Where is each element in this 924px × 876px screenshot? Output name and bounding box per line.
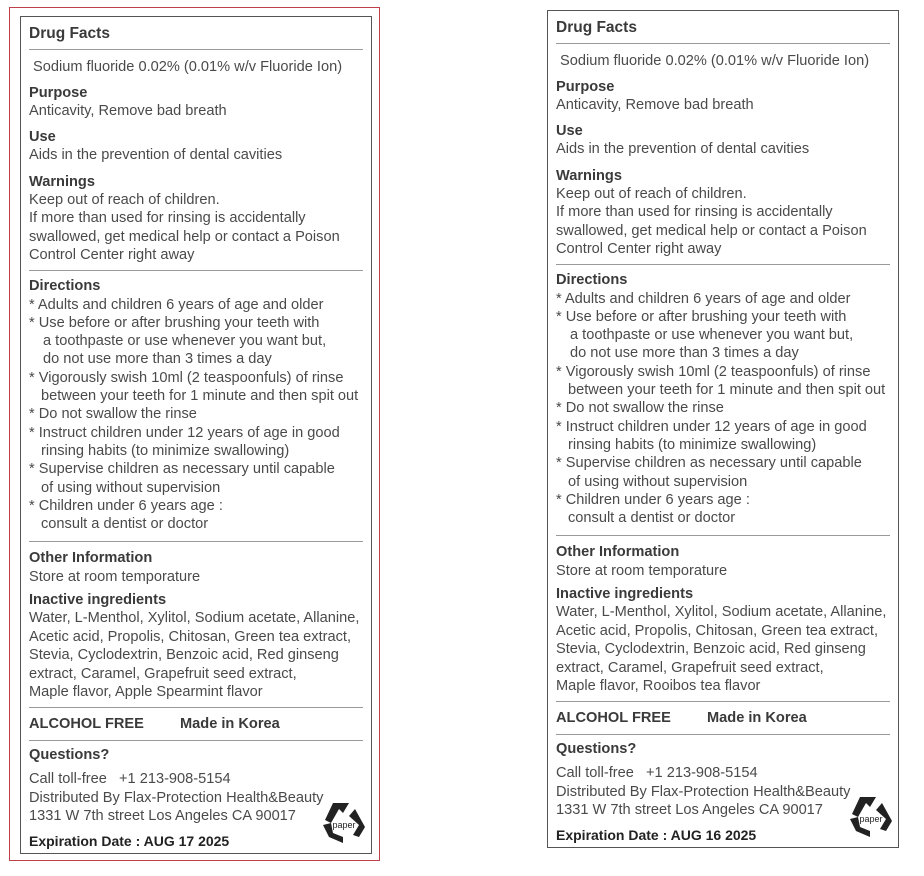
directions-item: * Adults and children 6 years of age and…	[556, 290, 851, 307]
divider	[556, 264, 890, 266]
expiration-date: Expiration Date : AUG 17 2025	[29, 833, 230, 850]
directions-item: * Do not swallow the rinse	[29, 406, 197, 423]
made-in-text: Made in Korea	[707, 709, 807, 726]
inactive-ingredients-line: Maple flavor, Apple Spearmint flavor	[29, 684, 263, 701]
warnings-line: Keep out of reach of children.	[556, 186, 747, 203]
other-information-heading: Other Information	[29, 550, 153, 567]
divider	[556, 734, 890, 736]
divider	[556, 700, 890, 702]
inactive-ingredients-line: Acetic acid, Propolis, Chitosan, Green t…	[29, 628, 352, 645]
directions-item: a toothpaste or use whenever you want bu…	[570, 327, 854, 344]
inactive-ingredients-heading: Inactive ingredients	[556, 586, 694, 603]
directions-item: of using without supervision	[41, 479, 221, 496]
distributor-text: Distributed By Flax-Protection Health&Be…	[29, 789, 324, 806]
active-ingredient: Sodium fluoride 0.02% (0.01% w/v Fluorid…	[560, 53, 870, 70]
divider	[556, 535, 890, 537]
alcohol-made-row: ALCOHOL FREE Made in Korea	[29, 715, 363, 733]
expiration-date: Expiration Date : AUG 16 2025	[556, 827, 757, 844]
use-heading: Use	[29, 129, 56, 146]
divider	[29, 740, 363, 742]
drug-facts-title: Drug Facts	[556, 19, 637, 36]
questions-heading: Questions?	[556, 741, 637, 758]
inactive-ingredients-line: extract, Caramel, Grapefruit seed extrac…	[556, 659, 824, 676]
inactive-ingredients-line: Stevia, Cyclodextrin, Benzoic acid, Red …	[556, 641, 866, 658]
divider	[29, 706, 363, 708]
directions-item: a toothpaste or use whenever you want bu…	[43, 333, 327, 350]
directions-item: do not use more than 3 times a day	[570, 345, 799, 362]
recycle-text: paper	[332, 820, 355, 830]
directions-item: * Adults and children 6 years of age and…	[29, 296, 324, 313]
warnings-line: Control Center right away	[556, 240, 722, 257]
directions-item: * Use before or after brushing your teet…	[29, 314, 320, 331]
directions-item: * Do not swallow the rinse	[556, 400, 724, 417]
directions-item: between your teeth for 1 minute and then…	[41, 388, 359, 405]
selected-label-highlight	[9, 7, 380, 861]
drug-facts-label-2: Drug Facts Sodium fluoride 0.02% (0.01% w…	[547, 10, 899, 848]
warnings-line: If more than used for rinsing is acciden…	[29, 210, 306, 227]
warnings-heading: Warnings	[29, 173, 95, 190]
use-text: Aids in the prevention of dental cavitie…	[556, 141, 810, 158]
drug-facts-title: Drug Facts	[29, 25, 110, 42]
warnings-line: Control Center right away	[29, 246, 195, 263]
directions-item: between your teeth for 1 minute and then…	[568, 382, 886, 399]
directions-item: * Instruct children under 12 years of ag…	[29, 424, 340, 441]
warnings-line: If more than used for rinsing is acciden…	[556, 204, 833, 221]
inactive-ingredients-heading: Inactive ingredients	[29, 592, 167, 609]
phone-text: Call toll-free +1 213-908-5154	[556, 765, 758, 782]
purpose-heading: Purpose	[556, 78, 615, 95]
recycle-paper-icon: paper	[319, 799, 367, 847]
address-text: 1331 W 7th street Los Angeles CA 90017	[556, 802, 823, 818]
divider	[29, 541, 363, 543]
warnings-line: swallowed, get medical help or contact a…	[556, 222, 867, 239]
directions-item: * Children under 6 years age :	[556, 491, 750, 508]
inactive-ingredients-line: Acetic acid, Propolis, Chitosan, Green t…	[556, 622, 879, 639]
directions-item: * Children under 6 years age :	[29, 497, 223, 514]
inactive-ingredients-line: Maple flavor, Rooibos tea flavor	[556, 678, 761, 695]
directions-item: do not use more than 3 times a day	[43, 351, 272, 368]
directions-item: * Supervise children as necessary until …	[556, 455, 862, 472]
alcohol-free-text: ALCOHOL FREE	[556, 709, 671, 726]
address-text: 1331 W 7th street Los Angeles CA 90017	[29, 808, 296, 824]
drug-facts-label-1: Drug Facts Sodium fluoride 0.02% (0.01% w…	[20, 16, 372, 854]
directions-item: consult a dentist or doctor	[41, 516, 209, 533]
directions-item: consult a dentist or doctor	[568, 510, 736, 527]
divider	[556, 43, 890, 45]
warnings-line: Keep out of reach of children.	[29, 192, 220, 209]
purpose-text: Anticavity, Remove bad breath	[556, 96, 754, 113]
divider	[29, 270, 363, 272]
directions-item: * Supervise children as necessary until …	[29, 461, 335, 478]
inactive-ingredients-line: Water, L-Menthol, Xylitol, Sodium acetat…	[556, 604, 887, 621]
directions-item: rinsing habits (to minimize swallowing)	[568, 436, 817, 453]
use-text: Aids in the prevention of dental cavitie…	[29, 147, 283, 164]
use-heading: Use	[556, 123, 583, 140]
alcohol-made-row: ALCOHOL FREE Made in Korea	[556, 709, 890, 727]
other-information-text: Store at room temporature	[29, 568, 201, 585]
active-ingredient: Sodium fluoride 0.02% (0.01% w/v Fluorid…	[33, 59, 343, 76]
phone-text: Call toll-free +1 213-908-5154	[29, 771, 231, 788]
recycle-paper-icon: paper	[846, 793, 894, 841]
other-information-text: Store at room temporature	[556, 562, 728, 579]
distributor-text: Distributed By Flax-Protection Health&Be…	[556, 783, 851, 800]
directions-item: * Use before or after brushing your teet…	[556, 308, 847, 325]
directions-heading: Directions	[29, 278, 101, 295]
inactive-ingredients-line: extract, Caramel, Grapefruit seed extrac…	[29, 665, 297, 682]
alcohol-free-text: ALCOHOL FREE	[29, 715, 144, 732]
directions-item: * Vigorously swish 10ml (2 teaspoonfuls)…	[556, 363, 871, 380]
directions-item: of using without supervision	[568, 473, 748, 490]
inactive-ingredients-line: Water, L-Menthol, Xylitol, Sodium acetat…	[29, 610, 360, 627]
warnings-line: swallowed, get medical help or contact a…	[29, 228, 340, 245]
warnings-heading: Warnings	[556, 167, 622, 184]
purpose-text: Anticavity, Remove bad breath	[29, 102, 227, 119]
divider	[29, 49, 363, 51]
directions-heading: Directions	[556, 272, 628, 289]
other-information-heading: Other Information	[556, 544, 680, 561]
recycle-text: paper	[859, 814, 882, 824]
questions-heading: Questions?	[29, 747, 110, 764]
directions-item: * Instruct children under 12 years of ag…	[556, 418, 867, 435]
directions-item: rinsing habits (to minimize swallowing)	[41, 442, 290, 459]
purpose-heading: Purpose	[29, 84, 88, 101]
directions-item: * Vigorously swish 10ml (2 teaspoonfuls)…	[29, 369, 344, 386]
made-in-text: Made in Korea	[180, 715, 280, 732]
inactive-ingredients-line: Stevia, Cyclodextrin, Benzoic acid, Red …	[29, 647, 339, 664]
